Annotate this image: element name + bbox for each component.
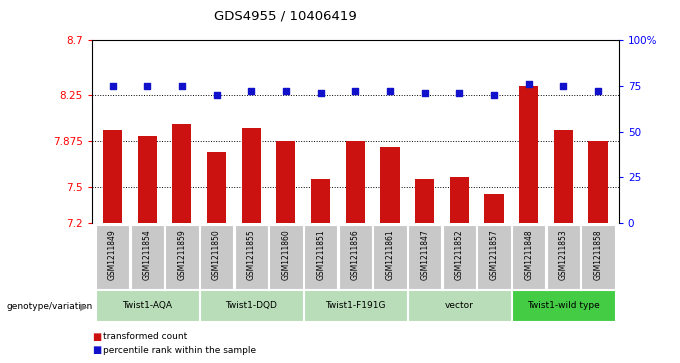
Point [523, 81, 534, 87]
Point [454, 90, 464, 96]
Bar [304, 225, 337, 289]
Text: GSM1211847: GSM1211847 [420, 229, 429, 280]
Text: Twist1-wild type: Twist1-wild type [527, 301, 600, 310]
Bar [554, 130, 573, 223]
Bar [380, 147, 400, 223]
Bar [131, 225, 164, 289]
Bar [581, 225, 615, 289]
Bar [235, 225, 268, 289]
Bar [484, 194, 503, 223]
Bar [311, 179, 330, 223]
Bar [103, 130, 122, 223]
Bar [415, 179, 434, 223]
Bar [512, 225, 545, 289]
Bar [173, 124, 192, 223]
Bar [408, 290, 511, 321]
Bar [200, 290, 303, 321]
Point [142, 83, 153, 89]
Point [384, 88, 395, 94]
Bar [200, 225, 233, 289]
Bar [512, 290, 615, 321]
Text: genotype/variation: genotype/variation [7, 302, 93, 311]
Text: GSM1211857: GSM1211857 [490, 229, 498, 280]
Text: transformed count: transformed count [103, 333, 188, 341]
Text: GSM1211860: GSM1211860 [282, 229, 290, 280]
Text: GDS4955 / 10406419: GDS4955 / 10406419 [214, 9, 357, 22]
Text: GSM1211861: GSM1211861 [386, 229, 394, 280]
Text: GSM1211855: GSM1211855 [247, 229, 256, 280]
Bar [339, 225, 372, 289]
Bar [373, 225, 407, 289]
Bar [165, 225, 199, 289]
Text: GSM1211852: GSM1211852 [455, 229, 464, 280]
Bar [408, 225, 441, 289]
Bar [443, 225, 476, 289]
Text: GSM1211856: GSM1211856 [351, 229, 360, 280]
Text: Twist1-DQD: Twist1-DQD [225, 301, 277, 310]
Bar [96, 225, 129, 289]
Point [592, 88, 603, 94]
Text: Twist1-F191G: Twist1-F191G [325, 301, 386, 310]
Bar [242, 128, 261, 223]
Text: Twist1-AQA: Twist1-AQA [122, 301, 172, 310]
Bar [588, 141, 607, 223]
Bar [96, 290, 199, 321]
Text: GSM1211851: GSM1211851 [316, 229, 325, 280]
Bar [547, 225, 580, 289]
Text: GSM1211849: GSM1211849 [108, 229, 117, 280]
Text: GSM1211854: GSM1211854 [143, 229, 152, 280]
Point [107, 83, 118, 89]
Point [177, 83, 188, 89]
Bar [207, 152, 226, 223]
Text: GSM1211848: GSM1211848 [524, 229, 533, 280]
Text: ▶: ▶ [80, 302, 88, 312]
Point [316, 90, 326, 96]
Point [488, 92, 499, 98]
Point [558, 83, 568, 89]
Bar [277, 141, 296, 223]
Point [246, 88, 257, 94]
Point [350, 88, 360, 94]
Text: vector: vector [445, 301, 474, 310]
Text: GSM1211858: GSM1211858 [594, 229, 602, 280]
Text: ■: ■ [92, 345, 101, 355]
Point [281, 88, 292, 94]
Bar [345, 141, 365, 223]
Bar [138, 136, 157, 223]
Text: GSM1211859: GSM1211859 [177, 229, 186, 280]
Bar [269, 225, 303, 289]
Point [419, 90, 430, 96]
Text: GSM1211853: GSM1211853 [559, 229, 568, 280]
Point [211, 92, 222, 98]
Text: ■: ■ [92, 332, 101, 342]
Bar [449, 177, 469, 223]
Text: GSM1211850: GSM1211850 [212, 229, 221, 280]
Bar [519, 86, 538, 223]
Bar [304, 290, 407, 321]
Text: percentile rank within the sample: percentile rank within the sample [103, 346, 256, 355]
Bar [477, 225, 511, 289]
